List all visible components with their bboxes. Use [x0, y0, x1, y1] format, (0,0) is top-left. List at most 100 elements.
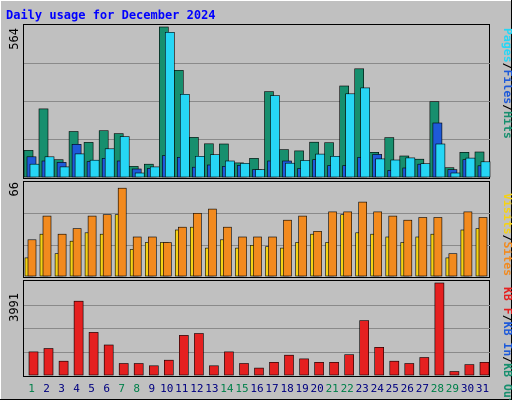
bar-kb-f-day-14	[224, 351, 234, 376]
bar-sites-day-5	[87, 215, 97, 277]
bar-pages-day-6	[104, 148, 115, 178]
legend-pages: Pages	[501, 28, 512, 63]
day-label-30: 30	[461, 382, 474, 395]
bottom-max-label: 3991	[7, 293, 21, 322]
bar-kb-f-day-25	[389, 360, 400, 376]
bar-pages-day-29	[450, 172, 461, 178]
bar-kb-f-day-11	[179, 335, 189, 376]
bar-sites-day-23	[358, 201, 368, 277]
bar-sites-day-31	[478, 217, 488, 277]
bar-pages-day-22	[345, 93, 356, 178]
bar-pages-day-15	[240, 163, 250, 178]
bar-pages-day-30	[465, 157, 476, 178]
bar-kb-f-day-13	[209, 365, 219, 376]
day-label-22: 22	[341, 382, 354, 395]
bar-sites-day-4	[72, 228, 82, 277]
bar-pages-day-9	[150, 166, 160, 178]
bar-kb-f-day-16	[254, 367, 264, 376]
day-label-10: 10	[160, 382, 173, 395]
bar-sites-day-7	[117, 187, 127, 277]
bar-sites-day-11	[178, 226, 187, 277]
bar-kb-f-day-20	[314, 361, 324, 376]
legend-visits: Visits	[501, 193, 512, 235]
bar-pages-day-10	[165, 31, 175, 178]
day-label-31: 31	[476, 382, 489, 395]
day-label-19: 19	[295, 382, 308, 395]
day-label-18: 18	[280, 382, 293, 395]
bar-pages-day-31	[480, 161, 491, 178]
day-label-7: 7	[118, 382, 125, 395]
bar-sites-day-8	[132, 236, 142, 277]
bar-pages-day-8	[134, 172, 145, 178]
bar-pages-day-2	[44, 156, 55, 178]
bar-sites-day-25	[388, 215, 398, 277]
bar-sites-day-15	[238, 236, 247, 277]
middle-max-label: 66	[7, 182, 21, 196]
bar-pages-day-1	[29, 163, 40, 178]
bar-kb-f-day-19	[299, 358, 309, 376]
bar-pages-day-3	[59, 166, 70, 178]
bar-sites-day-9	[148, 236, 157, 277]
bar-pages-day-17	[270, 95, 280, 178]
bar-sites-day-28	[433, 217, 443, 277]
bar-sites-day-27	[418, 217, 428, 277]
top-max-label: 564	[7, 28, 21, 50]
bar-pages-day-27	[420, 163, 431, 178]
bar-sites-day-20	[313, 231, 322, 277]
bar-kb-f-day-23	[359, 320, 370, 376]
legend-kb-out: KB Out	[501, 363, 512, 400]
bar-kb-f-day-1	[28, 351, 39, 376]
bar-pages-day-12	[195, 156, 205, 178]
bar-kb-f-day-24	[374, 346, 385, 376]
bar-pages-day-13	[210, 154, 220, 178]
bar-sites-day-30	[463, 211, 473, 277]
bar-sites-day-22	[343, 211, 353, 277]
day-label-26: 26	[401, 382, 414, 395]
day-label-11: 11	[175, 382, 188, 395]
bar-kb-f-day-28	[434, 282, 445, 376]
top-legend: Pages/Files/Hits	[501, 28, 512, 139]
bar-sites-day-29	[448, 253, 458, 277]
bar-sites-day-2	[42, 215, 52, 277]
day-label-4: 4	[73, 382, 80, 395]
day-label-3: 3	[58, 382, 65, 395]
bar-kb-f-day-4	[73, 300, 84, 376]
legend-files: Files	[501, 70, 512, 105]
bar-pages-day-19	[300, 160, 310, 178]
day-label-15: 15	[235, 382, 248, 395]
bar-sites-day-16	[253, 236, 262, 277]
legend-sites: Sites	[501, 241, 512, 276]
day-label-20: 20	[310, 382, 323, 395]
day-label-1: 1	[28, 382, 35, 395]
bar-kb-f-day-12	[194, 333, 204, 376]
bar-sites-day-19	[298, 215, 307, 277]
day-label-8: 8	[133, 382, 140, 395]
day-label-5: 5	[88, 382, 95, 395]
bar-kb-f-day-21	[329, 361, 339, 376]
day-label-29: 29	[446, 382, 459, 395]
bar-pages-day-24	[375, 158, 386, 178]
day-label-27: 27	[416, 382, 429, 395]
bar-kb-f-day-7	[118, 363, 129, 376]
day-label-6: 6	[103, 382, 110, 395]
day-label-23: 23	[356, 382, 369, 395]
day-label-21: 21	[326, 382, 339, 395]
bar-sites-day-18	[283, 219, 292, 277]
day-label-12: 12	[190, 382, 203, 395]
bar-kb-f-day-5	[88, 332, 99, 376]
bar-pages-day-14	[225, 160, 235, 178]
bar-pages-day-21	[330, 156, 340, 178]
bottom-legend: KB F/KB In/KB Out	[501, 287, 512, 400]
bar-kb-f-day-3	[58, 360, 69, 376]
bar-sites-day-6	[102, 214, 112, 277]
bar-kb-f-day-27	[419, 357, 430, 376]
bar-sites-day-24	[373, 211, 383, 277]
bar-pages-day-25	[390, 159, 401, 178]
day-label-24: 24	[371, 382, 385, 395]
bar-kb-f-day-31	[479, 361, 490, 376]
day-label-14: 14	[220, 382, 234, 395]
bar-kb-f-day-9	[149, 365, 159, 376]
bar-kb-f-day-2	[43, 348, 54, 376]
bar-pages-day-28	[435, 143, 446, 178]
